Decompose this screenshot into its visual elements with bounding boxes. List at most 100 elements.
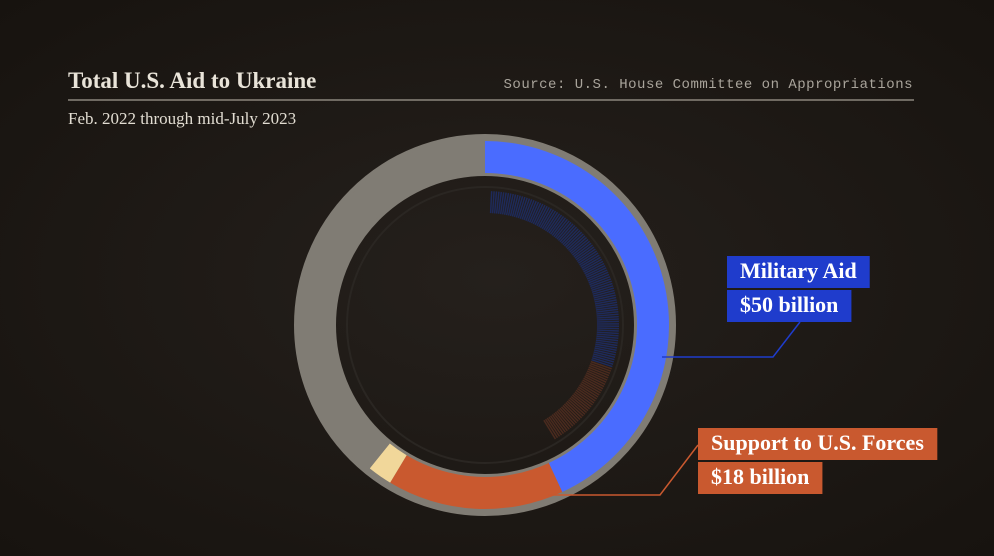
hatch-line xyxy=(562,228,579,246)
hatch-line xyxy=(528,201,540,223)
hatch-line xyxy=(587,368,609,379)
hatch-line xyxy=(595,306,618,311)
hatch-line xyxy=(589,364,611,375)
value-label: $18 billion xyxy=(711,464,809,489)
hatch-line xyxy=(530,202,542,224)
hatch-line xyxy=(588,366,610,377)
hatch-line xyxy=(550,215,565,235)
label-box xyxy=(727,256,870,288)
hatch-line xyxy=(546,213,561,233)
hatch-line xyxy=(596,308,619,313)
hatch-line xyxy=(581,256,601,269)
hatch-line xyxy=(523,199,533,221)
hatch-line xyxy=(499,192,505,215)
hatch-line xyxy=(519,197,528,219)
hatch-line xyxy=(593,289,615,297)
hatch-line xyxy=(596,315,619,319)
hatch-line xyxy=(596,337,619,342)
inner-decoration xyxy=(489,191,620,440)
hatch-line xyxy=(548,214,563,234)
hatch-line xyxy=(566,233,584,250)
hatch-line xyxy=(596,331,619,335)
hatch-line xyxy=(501,192,507,215)
hatch-line xyxy=(549,415,565,435)
hatch-line xyxy=(560,406,578,424)
label-box xyxy=(698,428,938,460)
hatch-line xyxy=(585,372,607,383)
hatch-line xyxy=(563,229,581,247)
hatch-line xyxy=(571,240,591,256)
hatch-line xyxy=(588,273,610,284)
hatch-line xyxy=(585,267,607,278)
hatch-line xyxy=(493,191,498,214)
hatch-line xyxy=(574,244,594,259)
hatch-line xyxy=(593,292,616,299)
label-box xyxy=(698,462,823,494)
hatch-line xyxy=(539,208,553,229)
hatch-line xyxy=(541,209,555,230)
hatch-line xyxy=(556,410,572,429)
hatch-line xyxy=(554,411,570,430)
hatch-line xyxy=(544,211,559,232)
hatch-line xyxy=(568,399,586,415)
hatch-line xyxy=(543,419,557,440)
hatch-line xyxy=(593,353,615,361)
hatch-line xyxy=(560,226,578,244)
value-label: $50 billion xyxy=(740,292,838,317)
hatch-line xyxy=(582,258,603,271)
hatch-line xyxy=(596,318,619,321)
hatch-line xyxy=(515,196,524,218)
hatch-line xyxy=(595,343,618,349)
hatch-line xyxy=(587,271,609,282)
hatch-line xyxy=(536,205,548,227)
hatch-line xyxy=(563,403,581,421)
hatch-line xyxy=(521,198,531,220)
hatch-line xyxy=(592,287,615,295)
hatch-line xyxy=(592,355,615,363)
hatch-line xyxy=(595,303,618,309)
hatch-line xyxy=(489,191,493,214)
hatch-line xyxy=(591,359,613,368)
hatch-line xyxy=(595,339,618,344)
slice xyxy=(390,455,563,509)
hatch-line xyxy=(594,347,617,354)
hatch-line xyxy=(513,195,521,218)
hatch-line xyxy=(596,329,619,332)
hatch-line xyxy=(569,237,588,253)
hatch-line xyxy=(584,375,605,388)
hatch-line xyxy=(507,193,514,216)
hatch-line xyxy=(571,394,591,410)
hatch-line xyxy=(583,260,604,273)
hatch-line xyxy=(596,311,619,315)
hatch-line xyxy=(517,196,526,219)
hatch-line xyxy=(594,299,617,305)
source: Source: U.S. House Committee on Appropri… xyxy=(504,77,913,93)
hatch-line xyxy=(580,382,600,396)
hatch-line xyxy=(544,418,559,439)
hatch-line xyxy=(554,220,570,239)
hatch-line xyxy=(591,357,614,365)
hatch-line xyxy=(570,395,589,412)
hatch-line xyxy=(575,389,595,404)
leader-line xyxy=(662,321,801,358)
hatch-line xyxy=(586,370,608,381)
leader-line xyxy=(548,444,699,496)
hatch-line xyxy=(534,204,546,226)
hatch-line xyxy=(594,345,617,351)
hatch-line xyxy=(574,391,593,406)
hatch-line xyxy=(596,313,619,317)
chart-subtitle: Feb. 2022 through mid-July 2023 xyxy=(68,109,296,128)
hatch-line xyxy=(525,199,535,222)
hatch-line xyxy=(594,294,616,301)
hatch-line xyxy=(495,191,500,214)
hatch-line xyxy=(595,341,618,347)
hatch-line xyxy=(593,351,616,358)
hatch-line xyxy=(594,296,617,303)
hatch-line xyxy=(576,387,596,402)
hatch-line xyxy=(591,282,613,292)
inner-ring xyxy=(346,186,624,464)
hatch-line xyxy=(565,231,583,248)
hatch-line xyxy=(538,207,550,228)
hatch-line xyxy=(570,238,589,255)
